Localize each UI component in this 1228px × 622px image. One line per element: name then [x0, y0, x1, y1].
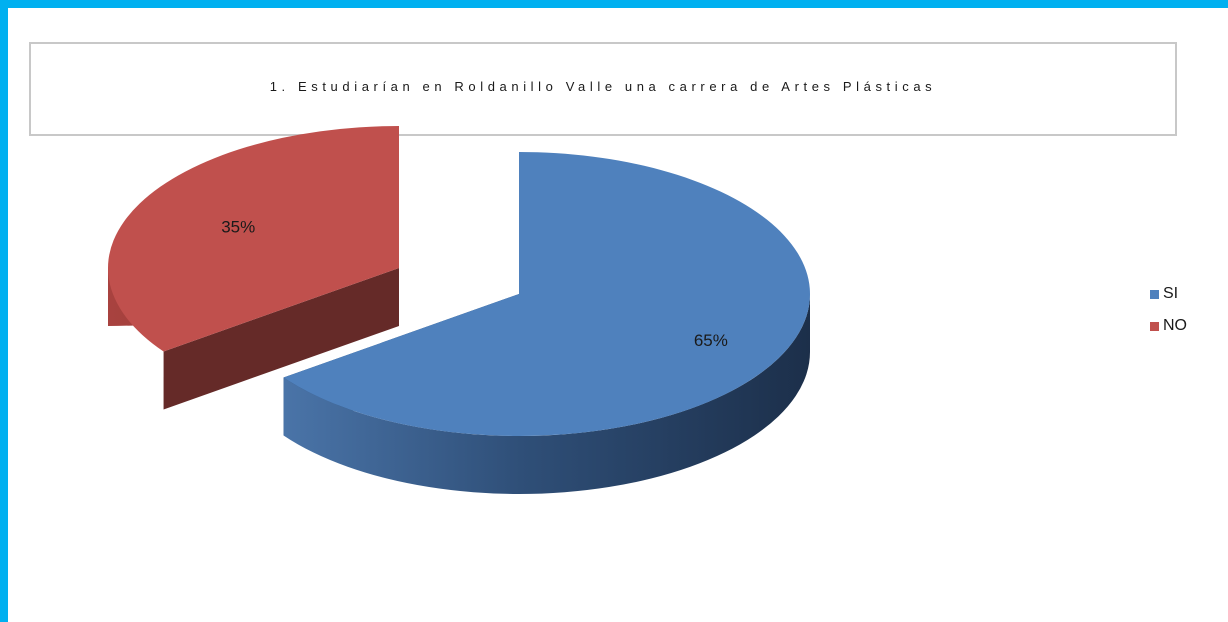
legend-item-no: NO — [1150, 316, 1220, 336]
pie-slice-si — [283, 152, 810, 494]
pie-slice-top-si — [283, 152, 810, 436]
chart-legend: SI NO — [1150, 284, 1220, 348]
pie-slice-top-no — [108, 125, 399, 352]
data-label-si: 65% — [694, 331, 728, 350]
chart-title: 1. Estudiarían en Roldanillo Valle una c… — [269, 79, 937, 94]
legend-label-si: SI — [1163, 285, 1179, 302]
pie-slice-no — [108, 125, 399, 410]
chart-title-box: 1. Estudiarían en Roldanillo Valle una c… — [29, 42, 1177, 136]
legend-item-si: SI — [1150, 284, 1220, 304]
legend-swatch-si — [1150, 289, 1159, 299]
legend-label-no: NO — [1163, 317, 1187, 334]
pie-slice-cut-face-no — [163, 268, 399, 410]
pie-slice-rim-si — [283, 294, 810, 494]
legend-swatch-no — [1150, 321, 1159, 331]
data-label-no: 35% — [221, 218, 255, 237]
